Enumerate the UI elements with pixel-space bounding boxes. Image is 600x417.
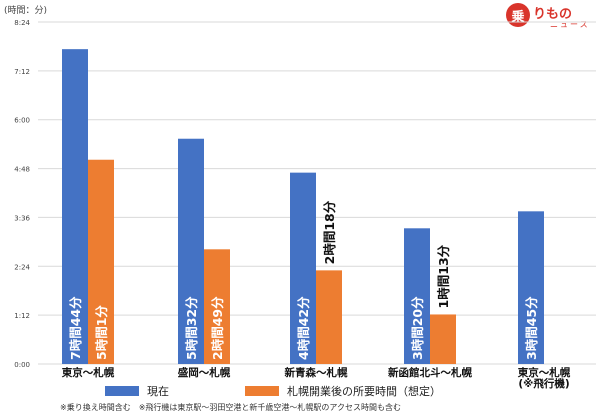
bar-planned [430, 314, 456, 364]
x-category-label: 新青森～札幌 [285, 366, 348, 379]
footnote: ※乗り換え時間含む ※飛行機は東京駅～羽田空港と新千歳空港～札幌駅のアクセス時間… [60, 403, 402, 412]
bar-data-label: 5時間1分 [94, 305, 109, 360]
y-tick-label: 2:24 [14, 263, 30, 271]
logo-subtext: ニュース [550, 20, 590, 29]
bar-data-label: 5時間32分 [184, 296, 199, 360]
bar-planned [88, 159, 114, 364]
bar-current [518, 211, 544, 364]
y-tick-label: 7:12 [14, 68, 30, 76]
x-category-label: 新函館北斗～札幌 [388, 366, 472, 379]
bar-data-label: 2時間18分 [322, 200, 337, 264]
legend-swatch-current [105, 386, 139, 396]
legend-label-current: 現在 [147, 385, 169, 398]
x-category-label: (※飛行機) [518, 377, 569, 390]
legend-item-current: 現在 [105, 383, 169, 399]
logo-mark-icon: 乗 [506, 3, 530, 27]
bar-planned [316, 270, 342, 364]
x-category-label: 東京～札幌 [62, 366, 115, 379]
bar-data-label: 4時間42分 [296, 296, 311, 360]
bar-planned [204, 249, 230, 364]
bar-data-label: 3時間20分 [410, 296, 425, 360]
y-tick-label: 0:00 [14, 361, 30, 369]
bar-data-label: 2時間49分 [210, 296, 225, 360]
x-category-label: 盛岡～札幌 [178, 366, 231, 379]
y-tick-label: 3:36 [14, 214, 30, 222]
x-category-label: 東京～札幌 [518, 366, 571, 379]
bar-current [62, 49, 88, 364]
legend-item-planned: 札幌開業後の所要時間（想定） [245, 383, 441, 399]
brand-logo: 乗 りもの ニュース [506, 3, 594, 29]
bar-current [178, 138, 204, 364]
bar-data-label: 7時間44分 [68, 296, 83, 360]
legend-swatch-planned [245, 386, 279, 396]
y-axis-unit-label: (時間：分) [4, 6, 48, 16]
y-tick-label: 8:24 [14, 19, 30, 27]
legend-label-planned: 札幌開業後の所要時間（想定） [287, 385, 441, 398]
bar-data-label: 3時間45分 [524, 296, 539, 360]
y-tick-label: 4:48 [14, 166, 30, 174]
bar-current [290, 172, 316, 364]
bar-current [404, 228, 430, 364]
y-tick-label: 1:12 [14, 312, 30, 320]
y-tick-label: 6:00 [14, 117, 30, 125]
bar-data-label: 1時間13分 [436, 244, 451, 308]
logo-text: りもの [533, 7, 573, 22]
